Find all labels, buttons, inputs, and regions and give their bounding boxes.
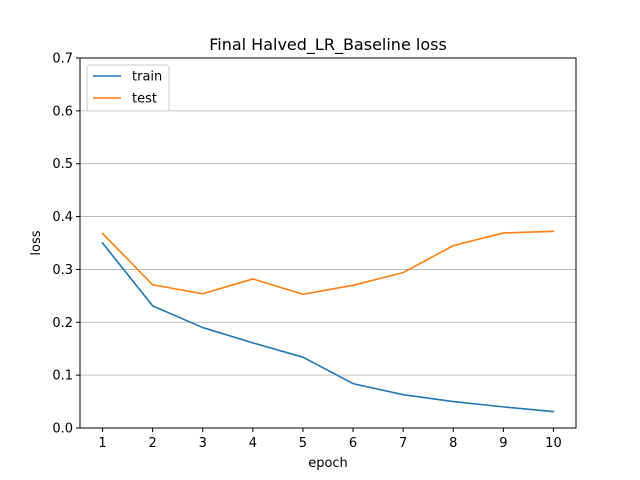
- y-tick-label: 0.3: [52, 263, 73, 278]
- legend-label-test: test: [132, 92, 157, 107]
- y-tick-label: 0.4: [52, 210, 73, 225]
- y-tick-label: 0.1: [52, 369, 73, 384]
- y-tick-label: 0.5: [52, 157, 73, 172]
- legend: train test: [86, 64, 170, 112]
- x-tick-label: 9: [499, 436, 507, 451]
- x-tick-label: 2: [149, 436, 157, 451]
- x-tick-label: 1: [98, 436, 106, 451]
- x-tick-label: 8: [449, 436, 457, 451]
- y-tick-label: 0.6: [52, 104, 73, 119]
- tick-layer: 0.0 0.1 0.2 0.3 0.4 0.5 0.6 0.7 1 2 3 4 5 6 7 8 9 10: [52, 52, 561, 452]
- chart-title: Final Halved_LR_Baseline loss: [209, 35, 447, 55]
- y-tick-label: 0.7: [52, 52, 73, 67]
- series-layer: [101, 230, 555, 413]
- x-tick-label: 6: [349, 436, 357, 451]
- series-line-train: [101, 241, 555, 413]
- x-axis-label: epoch: [308, 456, 348, 471]
- x-tick-label: 3: [199, 436, 207, 451]
- x-tick-label: 10: [545, 436, 562, 451]
- x-tick-label: 4: [249, 436, 257, 451]
- x-tick-label: 7: [399, 436, 407, 451]
- y-axis-label: loss: [29, 230, 44, 255]
- y-tick-label: 0.2: [52, 316, 73, 331]
- y-tick-label: 0.0: [52, 422, 73, 437]
- series-line-test: [101, 230, 555, 296]
- legend-label-train: train: [132, 70, 162, 85]
- x-tick-label: 5: [299, 436, 307, 451]
- plot-frame: [79, 57, 577, 429]
